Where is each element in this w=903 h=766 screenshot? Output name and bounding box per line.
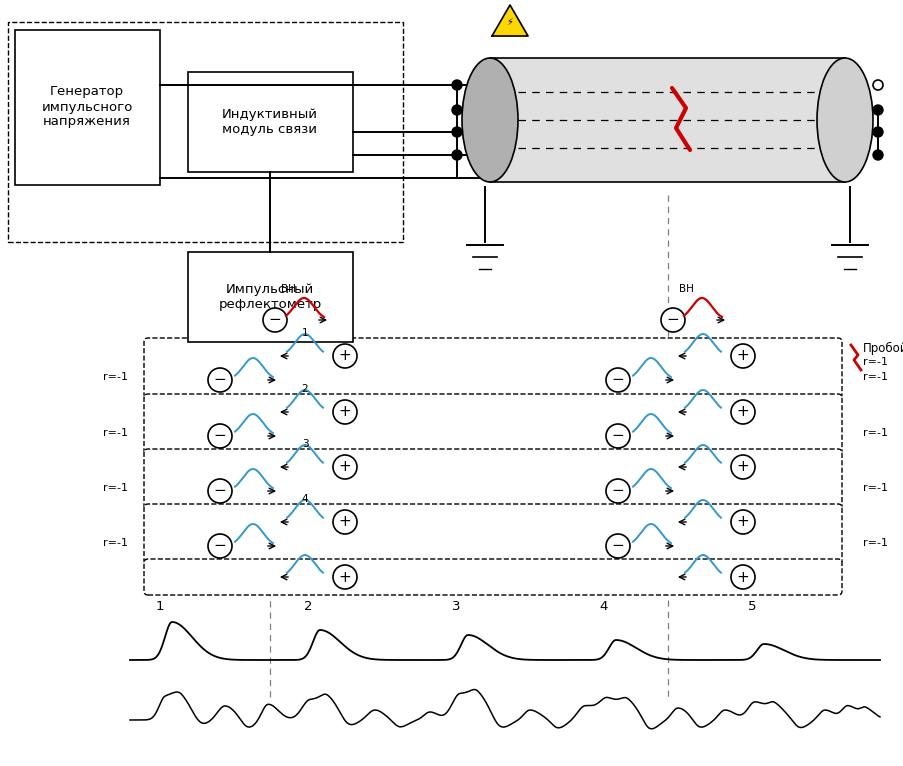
FancyBboxPatch shape	[144, 449, 841, 509]
Text: r=-1: r=-1	[862, 357, 887, 367]
Ellipse shape	[816, 58, 872, 182]
Circle shape	[332, 344, 357, 368]
Text: r=-1: r=-1	[862, 538, 887, 548]
Text: Пробой: Пробой	[862, 342, 903, 355]
Text: 4: 4	[302, 494, 308, 504]
Circle shape	[332, 455, 357, 479]
Circle shape	[452, 127, 461, 137]
Text: +: +	[339, 404, 351, 420]
Circle shape	[605, 368, 629, 392]
Circle shape	[452, 105, 461, 115]
Bar	[188, 252, 352, 342]
Text: 1: 1	[155, 600, 164, 613]
Ellipse shape	[461, 58, 517, 182]
Bar	[188, 72, 352, 172]
Polygon shape	[491, 5, 527, 36]
Text: +: +	[339, 515, 351, 529]
Text: ВН: ВН	[678, 284, 693, 294]
Text: −: −	[213, 372, 226, 388]
Text: 3: 3	[302, 439, 308, 449]
Bar	[15, 30, 160, 185]
Text: −: −	[611, 483, 624, 499]
Text: r=-1: r=-1	[103, 372, 128, 382]
Circle shape	[208, 424, 232, 448]
Circle shape	[605, 534, 629, 558]
Text: −: −	[213, 538, 226, 554]
Text: +: +	[736, 349, 749, 364]
Circle shape	[731, 565, 754, 589]
Text: 2: 2	[302, 384, 308, 394]
Circle shape	[208, 534, 232, 558]
FancyBboxPatch shape	[144, 504, 841, 564]
Circle shape	[731, 455, 754, 479]
Circle shape	[605, 424, 629, 448]
Circle shape	[452, 80, 461, 90]
Text: 1: 1	[302, 328, 308, 338]
Text: r=-1: r=-1	[862, 372, 887, 382]
Circle shape	[332, 510, 357, 534]
FancyBboxPatch shape	[144, 394, 841, 454]
Text: 4: 4	[600, 600, 608, 613]
Text: −: −	[611, 538, 624, 554]
Text: Импульсный
рефлектометр: Импульсный рефлектометр	[219, 283, 321, 311]
Circle shape	[660, 308, 684, 332]
Text: +: +	[736, 460, 749, 474]
Text: −: −	[611, 428, 624, 444]
Circle shape	[332, 400, 357, 424]
Circle shape	[208, 479, 232, 503]
Circle shape	[263, 308, 286, 332]
Text: ВН: ВН	[280, 284, 295, 294]
Circle shape	[332, 565, 357, 589]
Text: +: +	[339, 569, 351, 584]
Text: +: +	[339, 349, 351, 364]
Text: r=-1: r=-1	[862, 483, 887, 493]
Text: −: −	[213, 483, 226, 499]
Text: ⚡: ⚡	[506, 17, 513, 27]
Circle shape	[872, 150, 882, 160]
Bar	[489, 58, 844, 182]
Circle shape	[452, 150, 461, 160]
Text: +: +	[339, 460, 351, 474]
Circle shape	[872, 105, 882, 115]
Circle shape	[731, 344, 754, 368]
Text: +: +	[736, 569, 749, 584]
Text: 5: 5	[747, 600, 756, 613]
Circle shape	[872, 127, 882, 137]
Circle shape	[731, 400, 754, 424]
Circle shape	[872, 80, 882, 90]
Text: −: −	[611, 372, 624, 388]
Text: r=-1: r=-1	[862, 428, 887, 438]
Text: r=-1: r=-1	[103, 483, 128, 493]
Circle shape	[731, 510, 754, 534]
Bar	[8, 22, 403, 242]
Circle shape	[605, 479, 629, 503]
Circle shape	[208, 368, 232, 392]
FancyBboxPatch shape	[144, 559, 841, 595]
Text: r=-1: r=-1	[103, 538, 128, 548]
Text: −: −	[268, 313, 281, 328]
Text: 3: 3	[452, 600, 460, 613]
Text: +: +	[736, 404, 749, 420]
Text: −: −	[666, 313, 679, 328]
Text: 2: 2	[303, 600, 312, 613]
Text: Генератор
импульсного
напряжения: Генератор импульсного напряжения	[42, 86, 133, 129]
Text: Индуктивный
модуль связи: Индуктивный модуль связи	[222, 108, 318, 136]
Text: r=-1: r=-1	[103, 428, 128, 438]
FancyBboxPatch shape	[144, 338, 841, 398]
Text: +: +	[736, 515, 749, 529]
Text: −: −	[213, 428, 226, 444]
